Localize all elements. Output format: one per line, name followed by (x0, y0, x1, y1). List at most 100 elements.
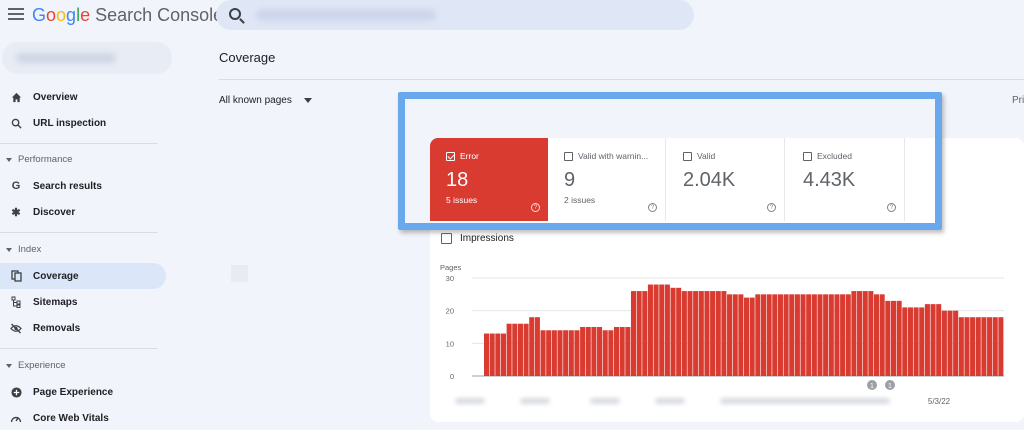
chart-bar (947, 310, 953, 376)
annotation-label: 1 (888, 383, 892, 390)
tile-valid-with-warnings[interactable]: Valid with warnin... 9 2 issues ? (548, 138, 666, 221)
chart-bar (710, 291, 716, 376)
error-issues: 5 issues (446, 195, 478, 205)
chart-bar (755, 294, 761, 376)
sidebar-item-label: Search results (33, 180, 102, 192)
redacted-tick-label (655, 398, 685, 404)
chart-bar (823, 294, 829, 376)
chart-bar (907, 307, 913, 376)
section-index[interactable]: Index (6, 244, 41, 255)
search-bar[interactable] (216, 0, 694, 30)
chart-bar (777, 294, 783, 376)
warning-checkbox[interactable] (564, 151, 573, 161)
chart-bar (732, 294, 738, 376)
chart-bar (693, 291, 699, 376)
chart-bar (715, 291, 721, 376)
chart-bar (958, 317, 964, 376)
chart-bar (647, 284, 653, 376)
search-icon (10, 117, 22, 129)
property-selector[interactable] (2, 42, 172, 74)
section-experience[interactable]: Experience (6, 360, 66, 371)
sidebar-item-overview[interactable]: Overview (0, 84, 166, 110)
chart-bar (534, 317, 540, 376)
chart-bar (738, 294, 744, 376)
sidebar-item-label: Coverage (33, 270, 79, 282)
asterisk-icon: ✱ (11, 206, 21, 219)
chart-bar (574, 330, 580, 376)
tile-error[interactable]: Error 18 5 issues ? (430, 138, 548, 221)
sidebar-item-removals[interactable]: Removals (0, 315, 166, 341)
chart-bar (766, 294, 772, 376)
help-icon[interactable]: ? (887, 203, 896, 212)
chart-bar (783, 294, 789, 376)
chart-bar (540, 330, 546, 376)
plus-circle-icon (10, 386, 22, 398)
sidebar-item-label: Removals (33, 322, 81, 334)
error-count: 18 (446, 169, 469, 191)
chart-bar (517, 323, 523, 376)
chart-bar (642, 291, 648, 376)
chart-bar (794, 294, 800, 376)
annotation-marker (885, 380, 895, 390)
sidebar-item-page-experience[interactable]: Page Experience (0, 379, 166, 405)
chart-bar (970, 317, 976, 376)
impressions-toggle[interactable]: Impressions (441, 233, 514, 244)
help-icon[interactable]: ? (648, 203, 657, 212)
chart-bar (992, 317, 998, 376)
redacted-tick-label (455, 398, 485, 404)
chart-bar (862, 291, 868, 376)
chart-bar (998, 317, 1004, 376)
chart-bar (602, 330, 608, 376)
eye-off-icon (10, 322, 22, 334)
chart-bar (800, 294, 806, 376)
valid-count: 2.04K (683, 169, 736, 191)
chart-bar (676, 287, 682, 376)
help-icon[interactable]: ? (531, 203, 540, 212)
section-performance[interactable]: Performance (6, 154, 72, 165)
sidebar-item-url-inspection[interactable]: URL inspection (0, 110, 166, 136)
annotation-label: 1 (870, 383, 874, 390)
chart-bar (851, 291, 857, 376)
chart-bar (653, 284, 659, 376)
sidebar-item-core-web-vitals[interactable]: Core Web Vitals (0, 405, 166, 430)
app-logo[interactable]: Google Search Console (32, 5, 224, 25)
google-g-icon: G (11, 180, 21, 192)
chart-bar (704, 291, 710, 376)
chart-bar (913, 307, 919, 376)
chart-bar (625, 327, 631, 376)
copy-pages-icon (10, 270, 22, 282)
chart-bar (987, 317, 993, 376)
search-input[interactable] (254, 6, 674, 24)
chart-bar (806, 294, 812, 376)
excluded-checkbox[interactable] (803, 151, 812, 161)
y-tick-label: 20 (446, 307, 454, 316)
help-icon[interactable]: ? (767, 203, 776, 212)
chart-bar (630, 291, 637, 376)
sidebar-divider (0, 348, 158, 349)
caret-down-icon (6, 247, 12, 252)
sidebar-item-label: URL inspection (33, 117, 107, 129)
valid-checkbox[interactable] (683, 151, 692, 161)
y-axis-label: Pages (440, 263, 462, 272)
tile-valid[interactable]: Valid 2.04K ? (667, 138, 785, 221)
impressions-checkbox[interactable] (441, 233, 452, 244)
annotation-marker (867, 380, 877, 390)
chart-bar (834, 294, 840, 376)
pages-filter-dropdown[interactable]: All known pages (219, 95, 312, 106)
sidebar-item-sitemaps[interactable]: Sitemaps (0, 289, 166, 315)
sidebar-item-coverage[interactable]: Coverage (0, 263, 166, 289)
chart-bar (608, 330, 614, 376)
sidebar-item-search-results[interactable]: G Search results (0, 173, 166, 199)
tile-excluded[interactable]: Excluded 4.43K ? (787, 138, 905, 221)
chart-bar (857, 291, 863, 376)
menu-icon[interactable] (8, 8, 24, 22)
error-checkbox[interactable] (446, 151, 455, 161)
chart-bar (885, 300, 891, 376)
chart-bar (789, 294, 795, 376)
sidebar-item-discover[interactable]: ✱ Discover (0, 199, 166, 225)
x-tick-label: 5/3/22 (928, 397, 951, 406)
y-tick-label: 10 (446, 339, 454, 348)
y-tick-label: 0 (450, 372, 454, 381)
truncated-header-text: Pri (1012, 95, 1024, 106)
chart-bar (529, 317, 535, 376)
